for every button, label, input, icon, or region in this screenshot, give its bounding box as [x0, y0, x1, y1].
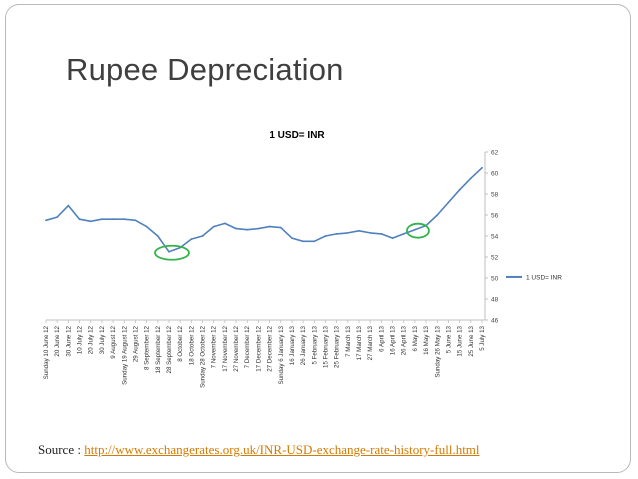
- x-tick-label: 17 March 13: [356, 325, 363, 360]
- y-tick-label: 56: [491, 213, 499, 220]
- x-tick-label: 27 March 13: [367, 325, 374, 360]
- x-tick-label: 5 July 13: [479, 325, 486, 350]
- x-tick-label: 27 November 12: [233, 325, 240, 371]
- x-tick-label: 10 July 12: [77, 325, 84, 354]
- chart-title: 1 USD= INR: [269, 130, 325, 141]
- x-tick-label: 18 October 12: [188, 325, 195, 365]
- y-tick-label: 52: [491, 255, 499, 262]
- x-tick-label: 7 November 12: [211, 325, 218, 368]
- x-tick-label: 8 September 12: [144, 325, 151, 370]
- x-tick-label: 5 June 13: [445, 325, 452, 353]
- x-tick-label: 25 February 13: [334, 325, 341, 368]
- y-tick-label: 58: [491, 192, 499, 199]
- x-tick-label: 9 August 12: [110, 325, 117, 358]
- x-tick-label: 16 January 13: [289, 325, 296, 365]
- x-tick-label: Sunday 19 August 12: [121, 325, 128, 384]
- source-link[interactable]: http://www.exchangerates.org.uk/INR-USD-…: [84, 442, 480, 457]
- x-tick-label: 30 June 12: [65, 325, 72, 356]
- x-tick-label: 30 July 12: [99, 325, 106, 354]
- x-tick-label: 6 May 13: [412, 325, 419, 351]
- slide-frame: [5, 4, 631, 473]
- x-tick-label: 20 July 12: [88, 325, 95, 354]
- x-tick-label: 5 February 13: [311, 325, 318, 364]
- x-tick-label: 8 October 12: [177, 325, 184, 361]
- x-tick-label: 27 December 12: [267, 325, 274, 371]
- x-tick-label: 15 February 13: [322, 325, 329, 368]
- x-tick-label: Sunday 10 June 12: [43, 325, 50, 379]
- x-tick-label: 15 June 13: [457, 325, 464, 356]
- x-tick-label: 18 September 12: [155, 325, 162, 373]
- y-tick-label: 48: [491, 297, 499, 304]
- chart-area: 1 USD= INR 46 48 50 52 54 56 58 60 62 Sunday 10 Ju…: [38, 124, 598, 424]
- y-tick-label: 62: [491, 150, 499, 157]
- y-tick-label: 46: [491, 318, 499, 325]
- x-tick-label: 25 June 13: [468, 325, 475, 356]
- x-tick-label: 7 December 12: [244, 325, 251, 368]
- x-tick-label: 26 April 13: [401, 325, 408, 355]
- x-tick-label: 16 May 13: [423, 325, 430, 354]
- source-line: Source : http://www.exchangerates.org.uk…: [38, 442, 480, 458]
- x-tick-label: 20 June 12: [54, 325, 61, 356]
- x-tick-label: 28 September 12: [166, 325, 173, 373]
- y-tick-label: 54: [491, 234, 499, 241]
- y-tick-label: 60: [491, 171, 499, 178]
- x-tick-label: 29 August 12: [132, 325, 139, 362]
- source-label: Source :: [38, 442, 85, 457]
- x-tick-label: Sunday 26 May 13: [434, 325, 441, 377]
- slide-title: Rupee Depreciation: [66, 52, 344, 87]
- x-tick-label: 7 March 13: [345, 325, 352, 357]
- exchange-rate-chart: 1 USD= INR 46 48 50 52 54 56 58 60 62 Sunday 10 Ju…: [43, 130, 562, 388]
- x-tick-label: 17 December 12: [255, 325, 262, 371]
- series-line-inr: [45, 167, 483, 253]
- x-tick-label: Sunday 6 January 13: [278, 325, 285, 384]
- x-tick-label: 17 November 12: [222, 325, 229, 371]
- y-tick-label: 50: [491, 276, 499, 283]
- x-tick-label: 6 April 13: [378, 325, 385, 351]
- x-tick-label: 16 April 13: [390, 325, 397, 355]
- highlight-ellipse: [406, 222, 430, 239]
- legend-label: 1 USD= INR: [526, 274, 562, 281]
- x-tick-label: 26 January 13: [300, 325, 307, 365]
- x-tick-label: Sunday 28 October 12: [200, 325, 207, 387]
- highlight-ellipse: [154, 244, 190, 261]
